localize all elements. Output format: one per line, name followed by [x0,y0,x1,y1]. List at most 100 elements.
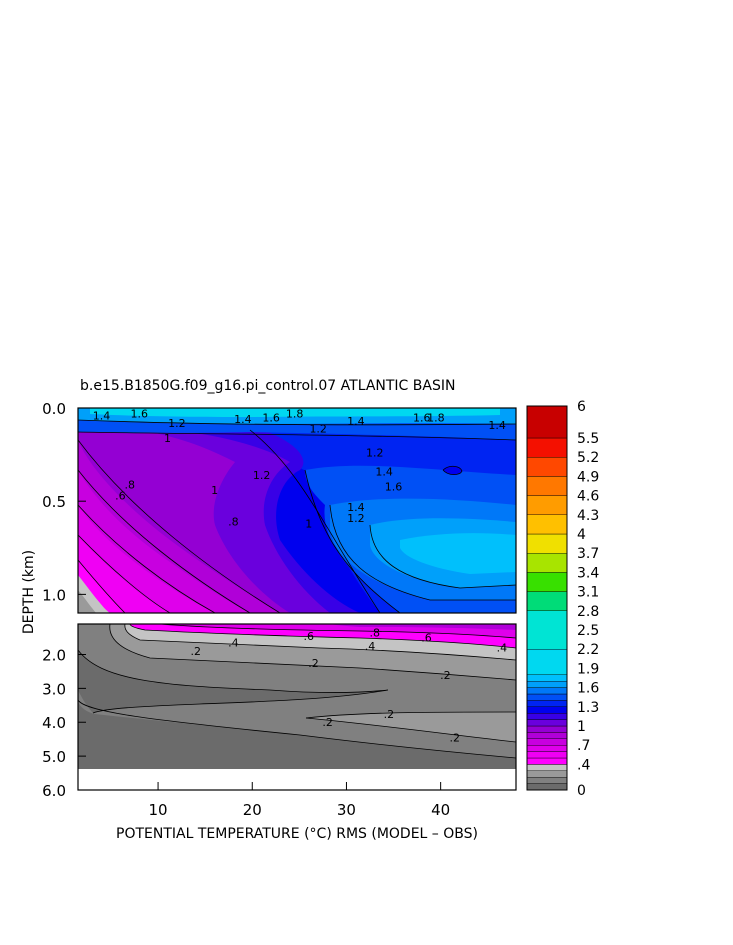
lower-fill-0.2-tongue [306,712,516,742]
contour-label: 1.6 [130,408,148,421]
y-tick-label: 1.0 [42,586,66,604]
colorbar-band [526,674,568,682]
colorbar-label: 2.5 [577,623,599,639]
contour-label: .4 [365,640,376,653]
colorbar-band [526,476,568,496]
colorbar-label: 1 [577,719,586,735]
contour-label: 1 [211,484,218,497]
x-tick-label: 40 [431,801,450,819]
colorbar-band [526,572,568,592]
y-tick-label: 0.5 [42,493,66,511]
contour-label: .8 [228,516,239,529]
x-axis-label: POTENTIAL TEMPERATURE (°C) RMS (MODEL – … [116,826,478,842]
contour-lines-upper [78,419,516,613]
contour-label: .2 [308,657,319,670]
colorbar-band [526,514,568,535]
colorbar-label: 3.1 [577,585,599,601]
lower-panel [78,624,516,790]
contour-label: 1.6 [262,411,280,424]
contour-label: 1.4 [234,413,252,426]
upper-panel-frame [77,407,517,614]
surface-band-1.8 [90,408,500,417]
contour-label: .4 [228,637,239,650]
colorbar-band [526,719,568,727]
contour-label: 1.2 [366,447,384,460]
colorbar-band [526,700,568,708]
colorbar-label: 6 [577,399,586,415]
contour-labels-lower: .2.4.6.8.4.6.4.2.2.2.2.2 [190,626,507,744]
contour-lines-lower [78,624,516,759]
x-tick-label: 30 [337,801,356,819]
contour-fill-1.7 [400,533,516,574]
y-axis-lower: 2.0 3.0 4.0 5.0 6.0 [42,646,86,800]
colorbar-band [526,533,568,554]
y-tick-label: 6.0 [42,782,66,800]
contour-label: .2 [440,669,451,682]
colorbar-band [526,693,568,701]
contour-label: 1.6 [385,480,403,493]
colorbar-band [526,732,568,740]
colorbar-label: 3.4 [577,565,599,581]
colorbar-band [526,745,568,752]
colorbar-band [526,437,568,458]
contour-label: 1.8 [286,408,304,421]
colorbar-label: 1.9 [577,661,599,677]
contour-label: 1 [305,518,312,531]
colorbar-label: 4.3 [577,508,599,524]
colorbar-label: 5.2 [577,450,599,466]
colorbar-band [526,751,568,759]
colorbar-band [526,405,568,439]
x-tick-label: 20 [243,801,262,819]
lower-fill-0.8 [330,624,516,630]
colorbar-label: 3.7 [577,546,599,562]
contour-label: 1.6 [413,411,431,424]
colorbar-label: 5.5 [577,431,599,447]
colorbar-band [526,610,568,650]
lower-fill-0.6 [160,624,516,638]
colorbar-band [526,764,568,772]
colorbar-label: 4.9 [577,469,599,485]
colorbar-band [526,495,568,516]
contour-label: .2 [450,731,461,744]
contour-label: 1.4 [375,465,393,478]
contour-labels-upper: 1.4 1.6 1.4 1.6 1.81.4 1.61.81.41.2 1.211.21.4… [93,408,506,531]
contour-label: .4 [497,642,508,655]
colorbar-band [526,706,568,714]
contour-label: 1.4 [347,501,365,514]
colorbar-band [526,777,568,784]
colorbar-frame [526,405,568,791]
contour-label: 1.4 [488,419,506,432]
colorbar-label: 2.8 [577,604,599,620]
colorbar-band [526,713,568,720]
no-data-strip [78,769,516,790]
contour-label: .2 [384,708,395,721]
colorbar-label: 0 [577,783,586,799]
y-tick-label: 4.0 [42,714,66,732]
contour-label: 1.8 [427,411,445,424]
y-tick-label: 3.0 [42,680,66,698]
contour-label: .2 [322,716,333,729]
y-axis-label: DEPTH (km) [21,550,37,634]
contour-label: .6 [421,632,432,645]
y-tick-label: 5.0 [42,748,66,766]
colorbar-label: .4 [577,757,590,773]
lower-fill-0.1-wedge [78,650,388,713]
colorbar-label: 4 [577,527,586,543]
colorbar-band [526,783,568,791]
chart-title: b.e15.B1850G.f09_g16.pi_control.07 ATLAN… [80,378,455,394]
contour-label: .2 [190,645,201,658]
x-tick-label: 10 [149,801,168,819]
contour-label: .8 [369,626,380,639]
blue-pocket [443,466,462,475]
colorbar-label: 1.6 [577,681,599,697]
contour-label: 1.2 [168,417,186,430]
y-tick-label: 0.0 [42,400,66,418]
colorbar-band [526,738,568,746]
colorbar-label: .7 [577,738,590,754]
colorbar-band [526,770,568,778]
colorbar-band [526,553,568,573]
colorbar-band [526,649,568,676]
colorbar-band [526,687,568,695]
contour-label: 1.2 [309,423,327,436]
